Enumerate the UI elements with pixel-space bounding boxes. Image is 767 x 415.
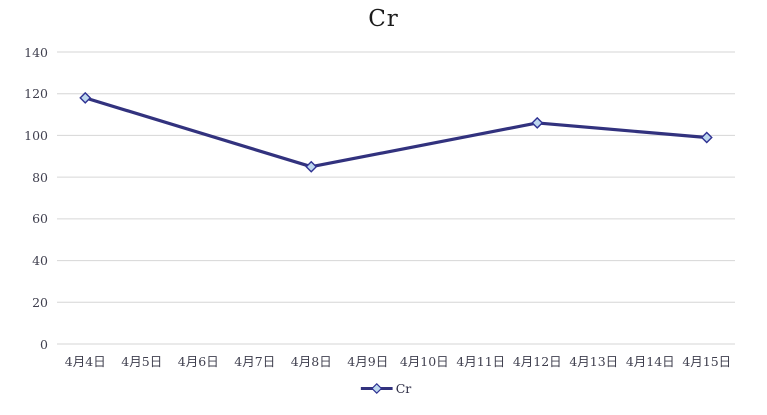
x-axis-tick-label: 4月10日 (399, 354, 449, 369)
x-axis-tick-label: 4月13日 (569, 354, 619, 369)
y-axis-tick-label: 80 (32, 169, 48, 185)
y-axis-tick-label: 20 (32, 294, 48, 310)
data-point-marker (79, 91, 92, 104)
legend-label: Cr (395, 381, 412, 396)
y-axis-tick-label: 140 (24, 44, 48, 60)
x-axis-tick-label: 4月4日 (64, 354, 106, 369)
legend-diamond-icon (371, 382, 383, 395)
y-axis-tick-label: 100 (24, 127, 48, 143)
chart-title: Cr (368, 6, 399, 32)
x-axis-tick-label: 4月6日 (177, 354, 219, 369)
y-axis-tick-label: 120 (24, 86, 48, 102)
x-axis-tick-label: 4月11日 (456, 354, 506, 369)
x-axis-tick-label: 4月14日 (625, 354, 675, 369)
x-axis-tick-label: 4月15日 (682, 354, 732, 369)
x-axis-tick-label: 4月5日 (121, 354, 163, 369)
y-axis-tick-label: 0 (40, 336, 48, 352)
x-axis-tick-label: 4月7日 (234, 354, 276, 369)
data-point-marker (531, 116, 544, 129)
series-line (83, 96, 709, 169)
y-axis-tick-label: 60 (32, 211, 48, 227)
legend-line-diamond-icon (360, 382, 393, 395)
y-axis-tick-label: 40 (32, 253, 48, 269)
x-axis-tick-label: 4月12日 (512, 354, 562, 369)
x-axis-tick-label: 4月9日 (347, 354, 389, 369)
x-axis-tick-label: 4月8日 (290, 354, 332, 369)
data-point-marker (700, 131, 713, 144)
data-point-marker (305, 160, 318, 173)
legend: Cr (360, 381, 412, 396)
